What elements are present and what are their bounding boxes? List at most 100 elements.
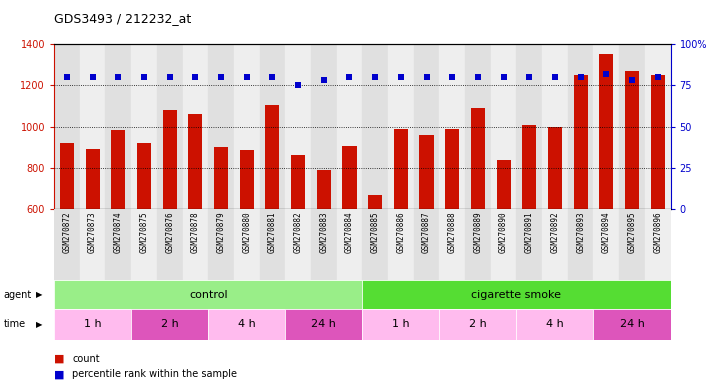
Text: GSM270896: GSM270896 bbox=[653, 212, 662, 253]
Text: GSM270893: GSM270893 bbox=[576, 212, 585, 253]
Bar bbox=[105, 44, 131, 209]
Text: GSM270884: GSM270884 bbox=[345, 212, 354, 253]
Text: GDS3493 / 212232_at: GDS3493 / 212232_at bbox=[54, 12, 191, 25]
Text: GSM270876: GSM270876 bbox=[165, 212, 174, 253]
Bar bbox=[414, 44, 439, 209]
Text: cigarette smoke: cigarette smoke bbox=[472, 290, 562, 300]
Bar bbox=[420, 135, 433, 209]
Bar bbox=[342, 146, 356, 209]
Bar bbox=[548, 127, 562, 209]
Text: GSM270888: GSM270888 bbox=[448, 212, 456, 253]
Bar bbox=[568, 44, 593, 209]
Bar bbox=[394, 129, 408, 209]
Bar bbox=[516, 309, 593, 340]
Bar bbox=[445, 129, 459, 209]
Text: GSM270882: GSM270882 bbox=[293, 212, 303, 253]
Bar bbox=[439, 44, 465, 209]
Text: 24 h: 24 h bbox=[619, 319, 645, 329]
Bar bbox=[471, 108, 485, 209]
Bar bbox=[650, 75, 665, 209]
Bar bbox=[491, 209, 516, 280]
Bar bbox=[625, 71, 639, 209]
Bar bbox=[542, 44, 568, 209]
Text: GSM270883: GSM270883 bbox=[319, 212, 328, 253]
Bar bbox=[311, 44, 337, 209]
Bar bbox=[80, 209, 105, 280]
Text: GSM270880: GSM270880 bbox=[242, 212, 251, 253]
Bar bbox=[439, 309, 516, 340]
Bar bbox=[317, 170, 331, 209]
Text: GSM270891: GSM270891 bbox=[525, 212, 534, 253]
Bar bbox=[593, 44, 619, 209]
Bar bbox=[363, 44, 388, 209]
Text: GSM270873: GSM270873 bbox=[88, 212, 97, 253]
Bar bbox=[363, 280, 671, 309]
Bar bbox=[260, 209, 286, 280]
Text: GSM270886: GSM270886 bbox=[397, 212, 405, 253]
Bar bbox=[542, 209, 568, 280]
Bar bbox=[188, 114, 203, 209]
Text: GSM270894: GSM270894 bbox=[602, 212, 611, 253]
Bar bbox=[286, 44, 311, 209]
Bar bbox=[60, 143, 74, 209]
Bar bbox=[363, 209, 388, 280]
Text: 4 h: 4 h bbox=[546, 319, 564, 329]
Text: ■: ■ bbox=[54, 369, 65, 379]
Bar bbox=[593, 309, 671, 340]
Bar bbox=[593, 209, 619, 280]
Bar bbox=[234, 209, 260, 280]
Text: GSM270889: GSM270889 bbox=[474, 212, 482, 253]
Bar bbox=[54, 44, 80, 209]
Bar bbox=[286, 209, 311, 280]
Bar bbox=[439, 209, 465, 280]
Bar bbox=[337, 44, 363, 209]
Text: 4 h: 4 h bbox=[238, 319, 255, 329]
Bar bbox=[182, 44, 208, 209]
Text: ■: ■ bbox=[54, 354, 65, 364]
Bar bbox=[214, 147, 228, 209]
Bar bbox=[163, 110, 177, 209]
Text: GSM270885: GSM270885 bbox=[371, 212, 380, 253]
Bar bbox=[54, 209, 80, 280]
Bar bbox=[239, 151, 254, 209]
Text: GSM270872: GSM270872 bbox=[63, 212, 71, 253]
Text: GSM270875: GSM270875 bbox=[139, 212, 149, 253]
Bar bbox=[208, 309, 286, 340]
Text: GSM270895: GSM270895 bbox=[627, 212, 637, 253]
Text: GSM270881: GSM270881 bbox=[268, 212, 277, 253]
Bar bbox=[516, 44, 542, 209]
Text: GSM270890: GSM270890 bbox=[499, 212, 508, 253]
Bar bbox=[388, 44, 414, 209]
Text: ▶: ▶ bbox=[36, 320, 43, 329]
Bar bbox=[311, 209, 337, 280]
Bar bbox=[497, 160, 510, 209]
Bar bbox=[619, 209, 645, 280]
Text: GSM270892: GSM270892 bbox=[550, 212, 559, 253]
Bar bbox=[182, 209, 208, 280]
Text: GSM270878: GSM270878 bbox=[191, 212, 200, 253]
Bar bbox=[619, 44, 645, 209]
Bar bbox=[522, 125, 536, 209]
Bar bbox=[54, 280, 363, 309]
Bar bbox=[599, 55, 614, 209]
Bar bbox=[516, 209, 542, 280]
Bar bbox=[363, 309, 439, 340]
Bar bbox=[137, 143, 151, 209]
Bar bbox=[208, 44, 234, 209]
Text: control: control bbox=[189, 290, 228, 300]
Bar bbox=[291, 155, 305, 209]
Text: time: time bbox=[4, 319, 26, 329]
Bar bbox=[80, 44, 105, 209]
Bar bbox=[54, 309, 131, 340]
Bar bbox=[86, 149, 99, 209]
Bar bbox=[260, 44, 286, 209]
Bar bbox=[368, 195, 382, 209]
Bar bbox=[131, 44, 157, 209]
Bar bbox=[157, 209, 182, 280]
Text: percentile rank within the sample: percentile rank within the sample bbox=[72, 369, 237, 379]
Text: 2 h: 2 h bbox=[161, 319, 179, 329]
Bar bbox=[645, 209, 671, 280]
Bar bbox=[286, 309, 363, 340]
Text: 1 h: 1 h bbox=[392, 319, 410, 329]
Bar bbox=[105, 209, 131, 280]
